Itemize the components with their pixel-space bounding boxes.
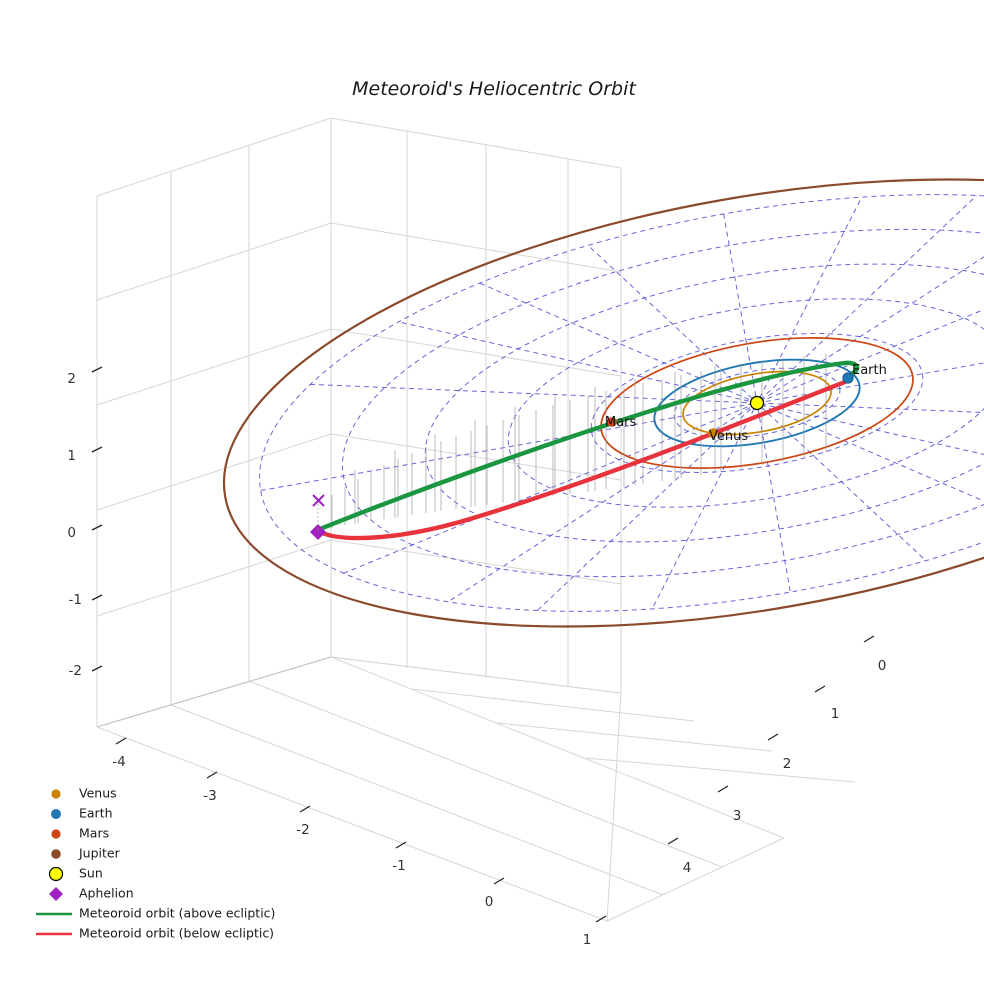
y-tick-0: 0 [878, 658, 887, 674]
sun-marker-icon [48, 866, 64, 882]
y-tick-2: 2 [783, 756, 792, 772]
body-markers [310, 372, 854, 540]
legend-item-mars[interactable]: Mars [51, 826, 109, 841]
legend-item-aphelion[interactable]: Aphelion [49, 886, 134, 902]
orbit-earth [653, 358, 861, 448]
x-tick-neg4: -4 [112, 754, 125, 770]
y-axis: 0 1 2 3 4 [667, 635, 887, 876]
body-labels: Earth Mars Venus [605, 363, 887, 444]
label-mars: Mars [605, 415, 637, 430]
legend: Venus Earth Mars Jupiter Sun Aphelion [36, 786, 275, 941]
venus-circle-marker-icon [51, 789, 61, 799]
page-title: Meteoroid's Heliocentric Orbit [352, 78, 637, 100]
orbit-mars [600, 337, 914, 469]
legend-item-jupiter[interactable]: Jupiter [51, 846, 121, 861]
sun-marker [749, 395, 765, 411]
legend-label-meteoroid-below: Meteoroid orbit (below ecliptic) [79, 926, 274, 941]
diamond-marker-icon [49, 887, 63, 901]
x-tick-neg2: -2 [296, 822, 309, 838]
x-axis: -4 -3 -2 -1 0 1 [112, 737, 607, 948]
y-tick-4: 4 [683, 860, 692, 876]
legend-item-venus[interactable]: Venus [51, 786, 117, 801]
z-tick-0: 0 [67, 525, 76, 541]
jupiter-circle-marker-icon [51, 849, 61, 859]
mars-marker [607, 417, 617, 427]
z-tick-neg1: -1 [69, 592, 82, 608]
meteoroid-orbit-above-ecliptic [317, 360, 860, 532]
label-venus: Venus [709, 429, 748, 444]
z-tick-2: 2 [67, 371, 76, 387]
x-tick-neg1: -1 [392, 858, 405, 874]
legend-item-meteoroid-below[interactable]: Meteoroid orbit (below ecliptic) [36, 926, 274, 941]
orbit-jupiter [222, 178, 984, 628]
x-tick-neg3: -3 [203, 788, 216, 804]
x-tick-0: 0 [485, 894, 494, 910]
earth-marker [842, 372, 854, 384]
aphelion-marker [310, 524, 326, 540]
legend-label-aphelion: Aphelion [79, 886, 134, 901]
legend-item-meteoroid-above[interactable]: Meteoroid orbit (above ecliptic) [36, 906, 275, 921]
legend-label-sun: Sun [79, 866, 103, 881]
meteoroid-orbit-below-ecliptic [315, 377, 853, 541]
legend-label-earth: Earth [79, 806, 113, 821]
legend-item-sun[interactable]: Sun [48, 866, 103, 882]
z-tick-neg2: -2 [69, 663, 82, 679]
axes-pane-grid [96, 117, 856, 922]
y-tick-3: 3 [733, 808, 742, 824]
legend-label-mars: Mars [79, 826, 109, 841]
y-tick-1: 1 [831, 706, 840, 722]
legend-label-meteoroid-above: Meteoroid orbit (above ecliptic) [79, 906, 275, 921]
venus-marker [708, 428, 718, 438]
meteoroid-orbit [315, 360, 860, 541]
legend-label-jupiter: Jupiter [78, 846, 121, 861]
legend-label-venus: Venus [79, 786, 117, 801]
z-tick-1: 1 [67, 448, 76, 464]
label-earth: Earth [852, 363, 887, 378]
x-tick-1: 1 [583, 932, 592, 948]
z-axis: 2 1 0 -1 -2 [67, 366, 103, 679]
mars-circle-marker-icon [51, 829, 61, 839]
legend-item-earth[interactable]: Earth [51, 806, 113, 821]
aphelion-projection-icon [312, 494, 325, 507]
earth-circle-marker-icon [51, 809, 61, 819]
